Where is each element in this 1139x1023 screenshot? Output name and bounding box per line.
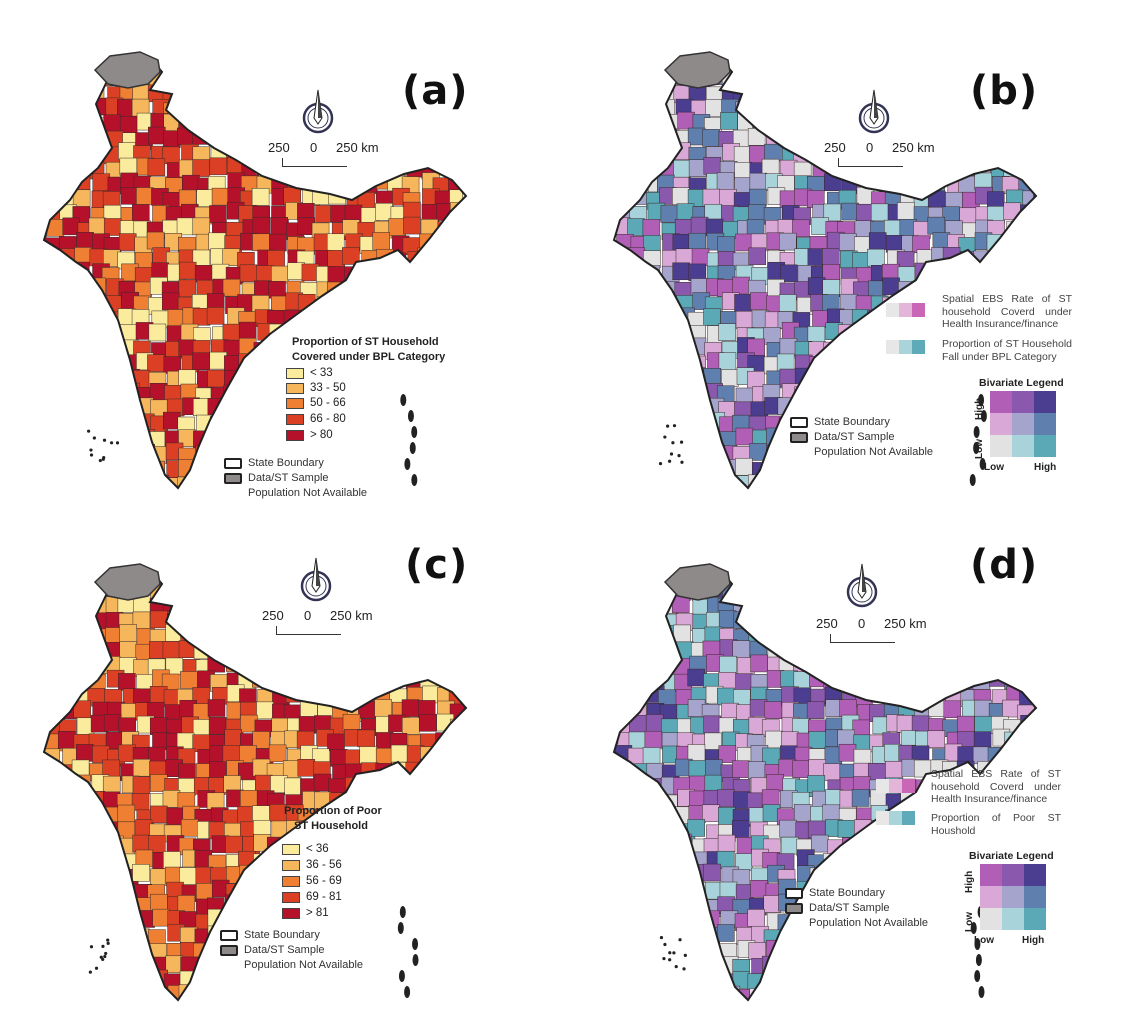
scale-mid: 0 — [310, 140, 318, 155]
bivariate-axis-high-x: High — [1034, 462, 1057, 473]
map-panel-a: (a) 250 0 250 km Proportion of ST Househ… — [0, 0, 569, 511]
legend-state-boundary: State Boundary — [224, 457, 324, 469]
bivariate-axis-low-x: Low — [974, 935, 994, 946]
boundary-swatch — [785, 887, 803, 899]
north-arrow-icon — [302, 89, 334, 134]
scale-bar: 250 0 250 km — [824, 140, 964, 170]
map-panel-b: (b) 250 0 250 km Spatial EBS Rate of ST … — [570, 0, 1139, 511]
bivariate-axis-low-y: Low — [974, 439, 985, 459]
scale-right: 250 km — [336, 140, 379, 155]
legend-na-line2: Population Not Available — [814, 446, 934, 458]
legend-swatch — [282, 859, 300, 871]
legend-swatch — [286, 397, 304, 409]
panel-label: (d) — [970, 542, 1039, 588]
bivariate-var2-label: Proportion of ST Household Fall under BP… — [942, 338, 1072, 363]
legend-swatch — [286, 367, 304, 379]
bivariate-legend-title: Bivariate Legend — [979, 377, 1064, 389]
legend-na-line2: Population Not Available — [809, 917, 929, 929]
india-choropleth-map — [42, 563, 468, 1002]
legend-swatch — [286, 382, 304, 394]
bivariate-pink-strip — [876, 779, 915, 793]
scale-right: 250 km — [884, 616, 927, 631]
scale-right: 250 km — [892, 140, 935, 155]
boundary-swatch — [790, 416, 808, 428]
scale-mid: 0 — [304, 608, 312, 623]
legend-swatch — [282, 843, 300, 855]
bivariate-grid — [980, 864, 1046, 930]
scale-left: 250 — [824, 140, 846, 155]
legend-swatch — [282, 907, 300, 919]
scale-left: 250 — [268, 140, 290, 155]
bivariate-pink-strip — [886, 303, 925, 317]
panel-label: (b) — [970, 68, 1039, 114]
legend-item: > 80 — [286, 428, 333, 442]
scale-right: 250 km — [330, 608, 373, 623]
bivariate-axis-high-y: High — [964, 870, 975, 893]
panel-label: (a) — [402, 68, 469, 114]
legend-na-line2: Population Not Available — [244, 959, 364, 971]
legend-item: 56 - 69 — [282, 874, 342, 888]
legend-item: < 33 — [286, 366, 333, 380]
legend-item: 36 - 56 — [282, 858, 342, 872]
india-bivariate-map — [612, 51, 1038, 490]
north-arrow-icon — [846, 563, 878, 608]
scale-line — [838, 158, 903, 167]
bivariate-axis-high-x: High — [1022, 935, 1045, 946]
bivariate-axis-low-y: Low — [964, 912, 975, 932]
legend-item: 69 - 81 — [282, 890, 342, 904]
scale-bar: 250 0 250 km — [816, 616, 956, 646]
legend-swatch — [286, 413, 304, 425]
bivariate-teal-strip — [886, 340, 925, 354]
panel-label: (c) — [405, 542, 469, 588]
bivariate-grid — [990, 391, 1056, 457]
bivariate-legend-title: Bivariate Legend — [969, 850, 1054, 862]
legend-swatch — [282, 875, 300, 887]
legend-state-boundary: State Boundary — [790, 416, 890, 428]
legend-na-line2: Population Not Available — [248, 487, 368, 499]
bivariate-var1-label: Spatial EBS Rate of ST household Coverd … — [931, 768, 1061, 805]
scale-bar: 250 0 250 km — [262, 608, 402, 638]
bivariate-var1-label: Spatial EBS Rate of ST household Coverd … — [942, 293, 1072, 330]
boundary-swatch — [220, 929, 238, 941]
bivariate-teal-strip — [876, 811, 915, 825]
legend-item: 50 - 66 — [286, 396, 346, 410]
legend-item: < 36 — [282, 842, 329, 856]
bivariate-var2-label: Proportion of Poor ST Houshold — [931, 812, 1061, 837]
legend-na: Data/ST Sample — [790, 431, 895, 443]
scale-line — [276, 626, 341, 635]
map-panel-d: (d) 250 0 250 km Spatial EBS Rate of ST … — [570, 512, 1139, 1023]
legend-na: Data/ST Sample — [220, 944, 325, 956]
legend-swatch — [286, 429, 304, 441]
na-swatch — [790, 431, 808, 443]
north-arrow-icon — [300, 557, 332, 602]
boundary-swatch — [224, 457, 242, 469]
legend-swatch — [282, 891, 300, 903]
scale-left: 250 — [262, 608, 284, 623]
legend-na: Data/ST Sample — [785, 902, 890, 914]
india-choropleth-map — [42, 51, 468, 490]
bivariate-axis-high-y: High — [974, 397, 985, 420]
legend-item: 66 - 80 — [286, 412, 346, 426]
legend-state-boundary: State Boundary — [220, 929, 320, 941]
scale-line — [282, 158, 347, 167]
na-swatch — [220, 944, 238, 956]
na-swatch — [785, 902, 803, 914]
map-panel-c: (c) 250 0 250 km Proportion of Poor ST H… — [0, 512, 569, 1023]
scale-mid: 0 — [866, 140, 874, 155]
scale-left: 250 — [816, 616, 838, 631]
legend-item: 33 - 50 — [286, 381, 346, 395]
legend-title: Proportion of Poor ST Household — [284, 805, 382, 832]
scale-line — [830, 634, 895, 643]
legend-state-boundary: State Boundary — [785, 887, 885, 899]
na-swatch — [224, 472, 242, 484]
scale-mid: 0 — [858, 616, 866, 631]
north-arrow-icon — [858, 89, 890, 134]
legend-na: Data/ST Sample — [224, 472, 329, 484]
bivariate-axis-low-x: Low — [984, 462, 1004, 473]
legend-title: Proportion of ST Household Covered under… — [292, 336, 446, 363]
legend-item: > 81 — [282, 906, 329, 920]
india-bivariate-map — [612, 563, 1038, 1002]
scale-bar: 250 0 250 km — [268, 140, 408, 170]
